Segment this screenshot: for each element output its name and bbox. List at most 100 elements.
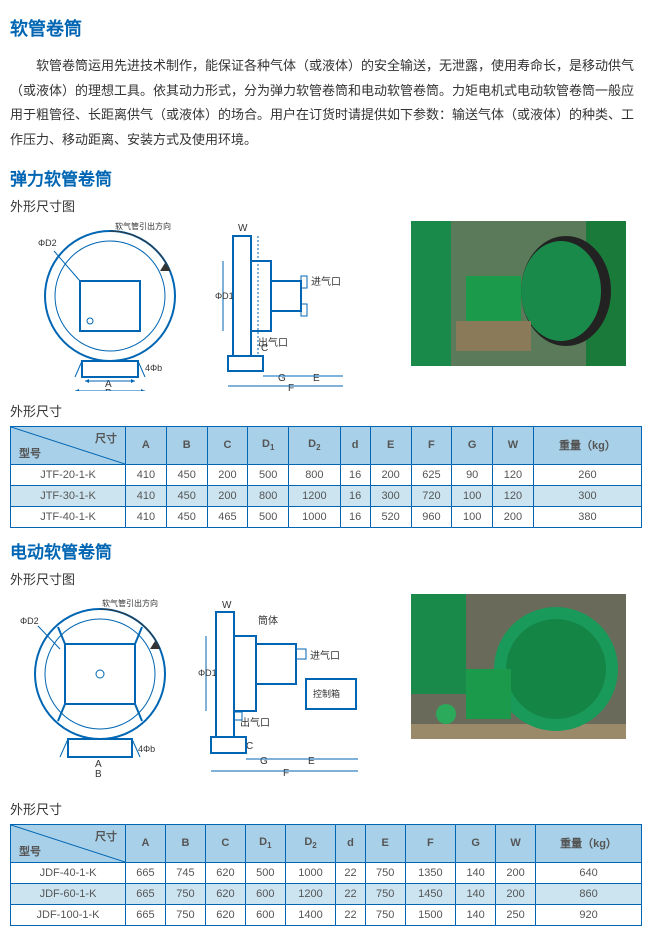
col-header: 重量（kg） (536, 824, 642, 862)
value-cell: 16 (340, 485, 370, 506)
value-cell: 120 (493, 464, 534, 485)
value-cell: 640 (536, 862, 642, 883)
value-cell: 500 (248, 464, 289, 485)
dim-label-2: 外形尺寸 (10, 799, 642, 818)
value-cell: 300 (533, 485, 641, 506)
model-cell: JTF-20-1-K (11, 464, 126, 485)
value-cell: 720 (411, 485, 452, 506)
col-header: d (340, 426, 370, 464)
svg-text:C: C (261, 343, 268, 354)
value-cell: 140 (456, 883, 496, 904)
value-cell: 1200 (289, 485, 340, 506)
value-cell: 920 (536, 904, 642, 925)
shape-label-1: 外形尺寸图 (10, 196, 642, 215)
col-header: W (493, 426, 534, 464)
product-photo-2 (411, 594, 626, 739)
svg-text:出气口: 出气口 (240, 716, 270, 729)
shape-label-2: 外形尺寸图 (10, 569, 642, 588)
svg-text:软气管引出方向: 软气管引出方向 (115, 221, 171, 231)
svg-text:进气口: 进气口 (311, 275, 341, 288)
main-title: 软管卷筒 (10, 15, 642, 41)
value-cell: 100 (452, 506, 493, 527)
value-cell: 750 (165, 883, 205, 904)
value-cell: 745 (165, 862, 205, 883)
svg-text:控制箱: 控制箱 (313, 688, 340, 699)
value-cell: 140 (456, 862, 496, 883)
value-cell: 250 (496, 904, 536, 925)
diagram-row-2: ΦD2 软气管引出方向 AB 4Φb 筒体 进气口 控制箱 出气口 W ΦD1 … (10, 594, 642, 779)
model-cell: JDF-100-1-K (11, 904, 126, 925)
value-cell: 450 (166, 506, 207, 527)
col-header: F (405, 824, 455, 862)
col-header: G (456, 824, 496, 862)
svg-text:G: G (278, 373, 286, 384)
product-photo-1 (411, 221, 626, 366)
value-cell: 500 (245, 862, 285, 883)
value-cell: 22 (336, 904, 366, 925)
value-cell: 750 (365, 862, 405, 883)
svg-text:4Φb: 4Φb (138, 744, 155, 754)
model-cell: JDF-40-1-K (11, 862, 126, 883)
value-cell: 200 (496, 862, 536, 883)
spec-table-1: 尺寸型号ABCD1D2dEFGW重量（kg）JTF-20-1-K41045020… (10, 426, 642, 528)
col-header: A (126, 824, 166, 862)
svg-text:B: B (95, 769, 102, 779)
value-cell: 140 (456, 904, 496, 925)
value-cell: 750 (365, 904, 405, 925)
value-cell: 16 (340, 464, 370, 485)
col-header: 重量（kg） (533, 426, 641, 464)
value-cell: 120 (493, 485, 534, 506)
value-cell: 1000 (285, 862, 335, 883)
value-cell: 200 (496, 883, 536, 904)
value-cell: 600 (245, 904, 285, 925)
svg-text:软气管引出方向: 软气管引出方向 (102, 598, 158, 608)
value-cell: 665 (126, 883, 166, 904)
svg-text:G: G (260, 756, 268, 767)
value-cell: 625 (411, 464, 452, 485)
value-cell: 90 (452, 464, 493, 485)
svg-text:进气口: 进气口 (310, 649, 340, 662)
model-cell: JDF-60-1-K (11, 883, 126, 904)
front-view-diagram-2: ΦD2 软气管引出方向 AB 4Φb (10, 594, 190, 779)
col-header: D1 (248, 426, 289, 464)
value-cell: 620 (205, 904, 245, 925)
svg-text:W: W (222, 600, 232, 611)
value-cell: 800 (248, 485, 289, 506)
value-cell: 500 (248, 506, 289, 527)
value-cell: 380 (533, 506, 641, 527)
svg-text:F: F (283, 768, 289, 779)
value-cell: 200 (493, 506, 534, 527)
value-cell: 22 (336, 862, 366, 883)
svg-text:ΦD1: ΦD1 (198, 668, 217, 678)
col-header: B (166, 426, 207, 464)
value-cell: 620 (205, 862, 245, 883)
value-cell: 200 (207, 485, 248, 506)
col-header: B (165, 824, 205, 862)
value-cell: 100 (452, 485, 493, 506)
svg-text:F: F (288, 383, 294, 391)
value-cell: 22 (336, 883, 366, 904)
model-cell: JTF-30-1-K (11, 485, 126, 506)
value-cell: 300 (370, 485, 411, 506)
col-header: C (207, 426, 248, 464)
value-cell: 750 (165, 904, 205, 925)
value-cell: 1450 (405, 883, 455, 904)
front-view-diagram-1: ΦD2 软气管引出方向 A B 4Φb (10, 221, 205, 391)
value-cell: 1200 (285, 883, 335, 904)
svg-text:ΦD2: ΦD2 (38, 238, 57, 248)
col-header: D1 (245, 824, 285, 862)
dim-label-1: 外形尺寸 (10, 401, 642, 420)
col-header: d (336, 824, 366, 862)
value-cell: 1500 (405, 904, 455, 925)
value-cell: 410 (126, 485, 167, 506)
model-header: 尺寸型号 (11, 426, 126, 464)
value-cell: 200 (370, 464, 411, 485)
side-view-diagram-1: 进气口 出气口 ΦD1 C W GE F (213, 221, 403, 391)
svg-text:ΦD2: ΦD2 (20, 616, 39, 626)
spec-table-2: 尺寸型号ABCD1D2dEFGW重量（kg）JDF-40-1-K66574562… (10, 824, 642, 926)
svg-text:4Φb: 4Φb (145, 363, 162, 373)
value-cell: 410 (126, 464, 167, 485)
value-cell: 960 (411, 506, 452, 527)
model-cell: JTF-40-1-K (11, 506, 126, 527)
col-header: D2 (285, 824, 335, 862)
